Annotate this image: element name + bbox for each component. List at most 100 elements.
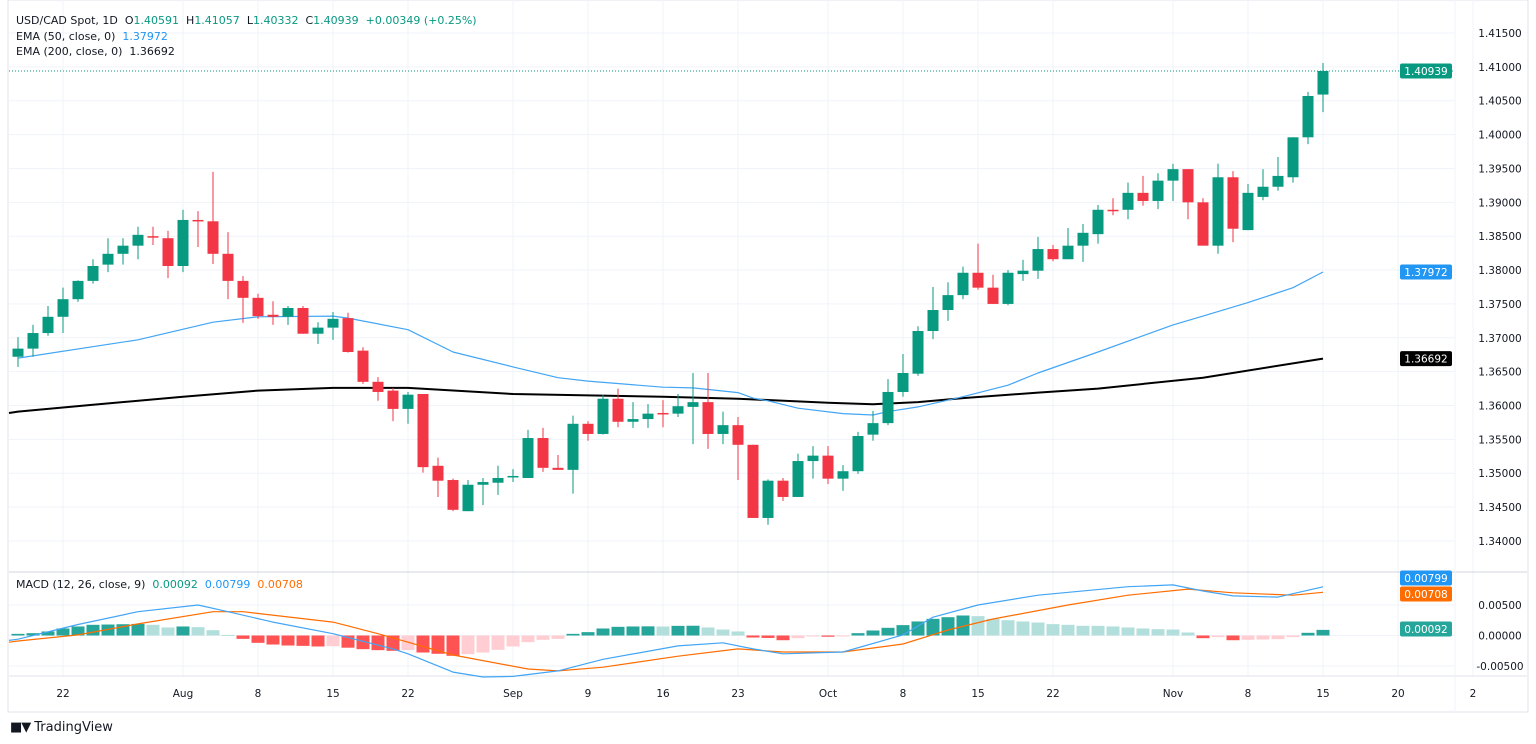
macd-histogram-bar [686, 625, 700, 636]
candle [462, 480, 474, 512]
candle-body [792, 461, 804, 497]
candle [567, 415, 579, 494]
macd-histogram-bar [56, 628, 70, 636]
candle-body [1032, 249, 1044, 271]
macd-histogram-bar [671, 625, 685, 636]
candles [12, 63, 1329, 525]
macd-histogram-bar [41, 631, 55, 636]
candle [1122, 182, 1134, 220]
candle-body [192, 219, 204, 222]
macd-histogram-bar [1001, 620, 1015, 636]
candle [1272, 156, 1284, 191]
macd-histogram-bar [716, 629, 730, 636]
price-tick-label: 1.38000 [1478, 265, 1521, 277]
candle-body [327, 318, 339, 328]
candle-body [132, 234, 144, 246]
macd-histogram-bar [146, 624, 160, 636]
candle-body [1152, 180, 1164, 201]
macd-histogram-bar [1151, 629, 1165, 636]
macd-histogram-bar [281, 635, 295, 646]
candle-body [762, 480, 774, 518]
macd-histogram-bar [536, 635, 550, 640]
open-label: O [124, 14, 134, 27]
close-label: C [305, 14, 314, 27]
candle [882, 379, 894, 426]
candle [942, 282, 954, 321]
candle-body [1287, 137, 1299, 178]
macd-histogram-bar [656, 626, 670, 636]
time-tick-label: 20 [1391, 688, 1404, 700]
macd-histogram-bar [221, 634, 235, 636]
macd-histogram-bar [86, 624, 100, 636]
macd-histogram-bar [731, 631, 745, 636]
low-value: 1.40332 [252, 14, 299, 27]
candle-body [882, 391, 894, 424]
candle [312, 322, 324, 344]
axes[interactable]: 1.41500 1.41000 1.40500 1.40000 1.39500 1.390… [56, 28, 1523, 700]
open-value: 1.40591 [133, 14, 180, 27]
macd-hist-value: 0.00092 [152, 578, 198, 591]
candle-body [537, 438, 549, 468]
time-tick-label: Aug [173, 688, 194, 700]
tradingview-brand[interactable]: ■▼ TradingView [10, 720, 113, 735]
macd-histogram-bar [776, 635, 790, 641]
macd-histogram-bar [701, 627, 715, 636]
macd-tick-label: 0.00500 [1478, 600, 1521, 612]
macd-histogram-bar [1226, 635, 1240, 641]
candle-body [1002, 272, 1014, 304]
candle [912, 326, 924, 376]
macd-hist-tag-text: 0.00092 [1404, 624, 1447, 636]
macd-histogram-bar [941, 617, 955, 636]
candle-body [402, 394, 414, 409]
macd-histogram-bar [1256, 635, 1270, 640]
price-tick-label: 1.36500 [1478, 367, 1521, 379]
macd-histogram-bar [296, 635, 310, 646]
candle-body [42, 316, 54, 334]
candle-body [972, 272, 984, 288]
candle [1287, 137, 1299, 183]
macd-histogram-bar [1316, 629, 1330, 636]
candle [102, 238, 114, 273]
candle-body [372, 381, 384, 392]
price-tick-label: 1.40500 [1478, 96, 1521, 108]
candle-body [807, 455, 819, 462]
ema50-tag-text: 1.37972 [1404, 267, 1447, 279]
candle-body [267, 314, 279, 317]
time-tick-label: 22 [401, 688, 414, 700]
candle-body [507, 475, 519, 478]
ema200-line [8, 357, 1324, 414]
candle-body [1092, 209, 1104, 235]
candle [1002, 270, 1014, 306]
candle [522, 429, 534, 478]
candle-body [1017, 270, 1029, 275]
candle [507, 469, 519, 483]
candle [732, 417, 744, 481]
macd-histogram-bar [566, 633, 580, 636]
macd-tick-label: 0.00000 [1478, 631, 1521, 643]
macd-hist-tag-bg [1400, 621, 1452, 637]
macd-histogram-bar [446, 635, 460, 656]
ema200-legend[interactable]: EMA (200, close, 0) 1.36692 [16, 44, 175, 59]
last-price-tag: 1.40939 [1400, 63, 1452, 79]
candle-body [717, 425, 729, 434]
macd-legend[interactable]: MACD (12, 26, close, 9) 0.00092 0.00799 … [16, 577, 303, 592]
ema50-legend[interactable]: EMA (50, close, 0) 1.37972 [16, 29, 168, 44]
ema50-value: 1.37972 [122, 30, 168, 43]
ema200-label: EMA (200, close, 0) [16, 45, 123, 58]
candle-body [147, 236, 159, 238]
candle [297, 305, 309, 334]
macd-histogram-bar [266, 635, 280, 645]
macd-signal-tag-bg [1400, 586, 1452, 602]
candle [1092, 205, 1104, 244]
candle-body [57, 299, 69, 317]
candle [627, 402, 639, 428]
candle-body [1122, 192, 1134, 210]
candle-body [1167, 169, 1179, 181]
ema50-layer [17, 271, 1324, 416]
candle-body [1302, 95, 1314, 138]
candle-body [852, 435, 864, 472]
candle-body [87, 265, 99, 281]
candle-body [417, 394, 429, 468]
symbol-legend[interactable]: USD/CAD Spot, 1D O1.40591 H1.41057 L1.40… [16, 13, 477, 28]
